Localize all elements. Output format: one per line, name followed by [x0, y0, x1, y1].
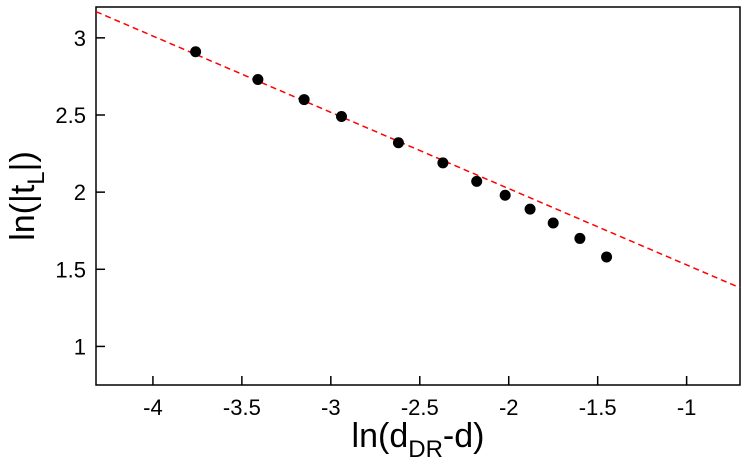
x-tick-label: -2.5 — [401, 395, 439, 420]
y-tick-label: 1.5 — [55, 257, 86, 282]
x-tick-label: -2 — [499, 395, 519, 420]
plot-frame — [95, 6, 741, 386]
x-tick-label: -1.5 — [579, 395, 617, 420]
data-point — [392, 137, 404, 149]
y-axis-label-tail: |) — [4, 151, 42, 171]
x-axis-label-sub: DR — [408, 436, 443, 463]
y-tick-label: 2.5 — [55, 103, 86, 128]
y-tick-label: 2 — [74, 180, 86, 205]
x-tick-label: -1 — [677, 395, 697, 420]
x-axis-label: ln(dDR-d) — [352, 417, 485, 463]
x-tick-label: -3 — [321, 395, 341, 420]
data-points — [190, 46, 613, 263]
data-point — [524, 203, 536, 215]
data-point — [437, 157, 449, 169]
tick-labels: -4 -3.5 -3 -2.5 -2 -1.5 -1 1 1.5 2 2.5 3 — [55, 26, 696, 420]
data-point — [298, 94, 310, 106]
axis-ticks — [96, 37, 688, 385]
data-point — [252, 74, 264, 86]
data-point — [190, 46, 202, 58]
y-axis-label: ln(|tL|) — [4, 151, 50, 241]
y-tick-label: 3 — [74, 26, 86, 51]
data-point — [547, 217, 559, 229]
data-point — [471, 175, 483, 187]
data-point — [574, 232, 586, 244]
x-tick-label: -3.5 — [223, 395, 261, 420]
y-axis-label-main: ln(|t — [4, 184, 42, 241]
data-point — [499, 189, 511, 201]
data-point — [601, 251, 613, 263]
y-tick-label: 1 — [74, 334, 86, 359]
x-axis-label-main: ln(d — [352, 417, 409, 455]
y-axis-label-sub: L — [23, 171, 50, 184]
fit-line — [95, 10, 741, 289]
x-axis-label-tail: -d) — [443, 417, 485, 455]
x-tick-label: -4 — [143, 395, 163, 420]
data-point — [336, 111, 348, 123]
